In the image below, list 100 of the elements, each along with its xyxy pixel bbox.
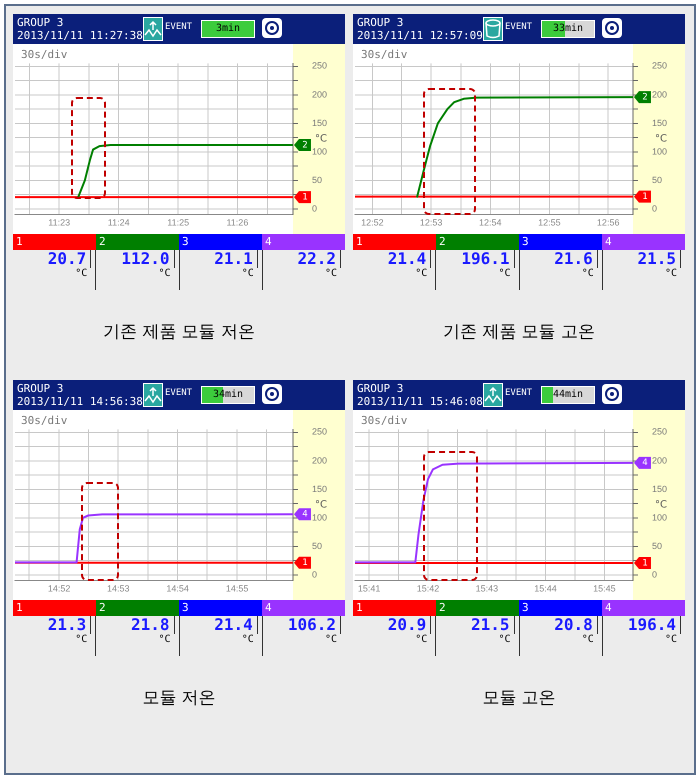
text: 106.2 [262, 615, 341, 634]
y-tick-label: 100 [312, 512, 328, 522]
text: 기존 제품 모듈 고온 [442, 321, 596, 343]
y-tick-label: 50 [652, 174, 662, 185]
text: °C [415, 268, 428, 279]
text: GROUP 3 [17, 16, 64, 29]
text: °C [664, 634, 677, 645]
x-tick-label: 14:52 [48, 583, 70, 594]
text: 21.4 [180, 615, 258, 634]
text: GROUP 3 [17, 382, 64, 395]
x-tick-label: 15:41 [358, 583, 380, 594]
x-tick-label: 11:25 [167, 217, 190, 228]
progress-meter: 3min [201, 20, 255, 38]
text: °C [324, 268, 337, 279]
y-tick-label: 50 [312, 174, 322, 185]
text: 30s/div [21, 48, 68, 61]
channel-strip: 1 2 3 4 [353, 600, 685, 616]
text: 2013/11/11 14:56:38 [17, 395, 143, 408]
x-tick-label: 15:45 [593, 583, 616, 594]
text: 196.1 [436, 249, 514, 268]
series-label: 4 [302, 510, 308, 520]
text: °C [75, 268, 88, 279]
x-tick-label: 15:42 [416, 583, 440, 594]
text: GROUP 3 [357, 382, 404, 395]
y-tick-label: 0 [312, 203, 317, 214]
text: °C [158, 634, 170, 645]
text: 196.4 [602, 615, 681, 634]
text: 21.1 [180, 249, 258, 268]
y-tick-label: 100 [652, 512, 668, 522]
y-tick-label: 100 [652, 146, 668, 156]
text: 21.8 [96, 615, 174, 634]
text: 21.6 [520, 249, 598, 268]
text: °C [498, 634, 510, 645]
text: °C [664, 268, 677, 279]
text: 2013/11/11 11:27:38 [17, 29, 143, 42]
x-tick-label: 12:54 [479, 217, 502, 228]
text: 20.7 [13, 249, 92, 268]
text: °C [242, 268, 254, 279]
y-tick-label: 250 [652, 426, 668, 437]
y-axis-title: °C [654, 134, 667, 145]
text: EVENT [505, 21, 532, 34]
y-axis-title: °C [314, 500, 327, 511]
y-tick-label: 0 [652, 203, 657, 214]
text: 모듈 저온 [141, 687, 217, 709]
x-tick-label: 14:55 [226, 583, 248, 594]
y-axis-title: °C [314, 134, 327, 145]
text: 20.8 [520, 615, 598, 634]
y-tick-label: 150 [652, 484, 668, 494]
x-tick-label: 15:43 [476, 583, 498, 594]
y-tick-label: 250 [312, 60, 328, 71]
text: °C [324, 634, 337, 645]
text: EVENT [165, 21, 192, 34]
y-tick-label: 150 [312, 484, 328, 494]
y-tick-label: 200 [652, 89, 668, 100]
series-label: 1 [302, 558, 308, 568]
x-tick-label: 11:23 [48, 217, 70, 228]
y-tick-label: 0 [652, 569, 657, 580]
x-tick-label: 11:24 [108, 217, 130, 228]
text: 모듈 고온 [481, 687, 557, 709]
y-tick-label: 50 [312, 540, 322, 551]
series-label: 2 [302, 140, 308, 150]
text: 21.4 [353, 249, 432, 268]
text: °C [242, 634, 254, 645]
text: °C [498, 268, 510, 279]
text: 112.0 [96, 249, 174, 268]
x-tick-label: 12:55 [538, 217, 561, 228]
text: 2013/11/11 12:57:09 [357, 29, 483, 42]
text: °C [75, 634, 88, 645]
series-label: 1 [302, 192, 308, 202]
x-tick-label: 15:44 [534, 583, 557, 594]
x-tick-label: 14:54 [166, 583, 189, 594]
x-tick-label: 12:53 [420, 217, 442, 228]
text: EVENT [505, 387, 532, 400]
text: 2013/11/11 15:46:08 [357, 395, 483, 408]
text: °C [582, 268, 594, 279]
text: 30s/div [361, 414, 408, 427]
x-tick-label: 12:56 [596, 217, 620, 228]
text: 21.3 [13, 615, 92, 634]
text: 21.5 [436, 615, 514, 634]
y-tick-label: 200 [312, 89, 328, 100]
series-label: 1 [642, 558, 648, 568]
text: 30s/div [361, 48, 408, 61]
y-tick-label: 100 [312, 146, 328, 156]
text: °C [415, 634, 428, 645]
channel-strip: 1 2 3 4 [13, 234, 345, 250]
y-tick-label: 50 [652, 540, 662, 551]
progress-meter: 44min [541, 386, 595, 404]
y-tick-label: 0 [312, 569, 317, 580]
text: 기존 제품 모듈 저온 [102, 321, 256, 343]
text: 20.9 [353, 615, 432, 634]
x-tick-label: 14:53 [106, 583, 130, 594]
y-tick-label: 250 [312, 426, 328, 437]
text: °C [158, 268, 170, 279]
channel-strip: 1 2 3 4 [353, 234, 685, 250]
series-label: 2 [642, 92, 648, 102]
channel-strip: 1 2 3 4 [13, 600, 345, 616]
y-tick-label: 200 [312, 455, 328, 466]
y-tick-label: 150 [312, 118, 328, 128]
text: EVENT [165, 387, 192, 400]
text: 22.2 [262, 249, 341, 268]
